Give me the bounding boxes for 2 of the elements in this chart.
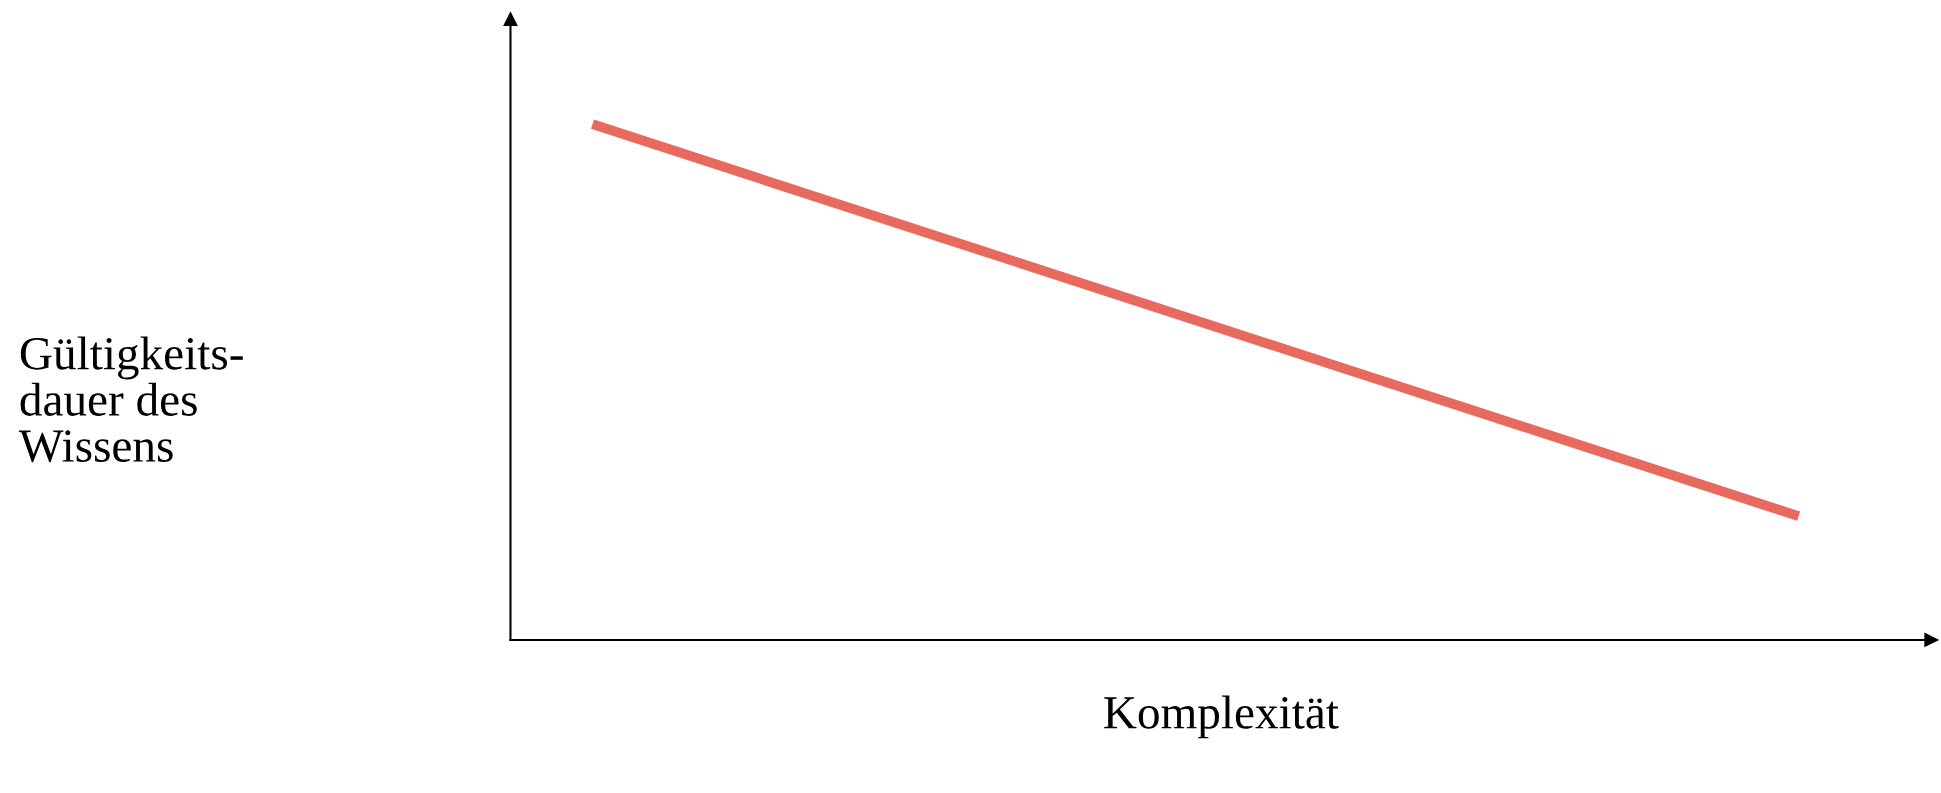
- y-axis-title: Gültigkeits- dauer des Wissens: [18, 336, 243, 463]
- x-axis-title: Komplexität: [1104, 695, 1339, 739]
